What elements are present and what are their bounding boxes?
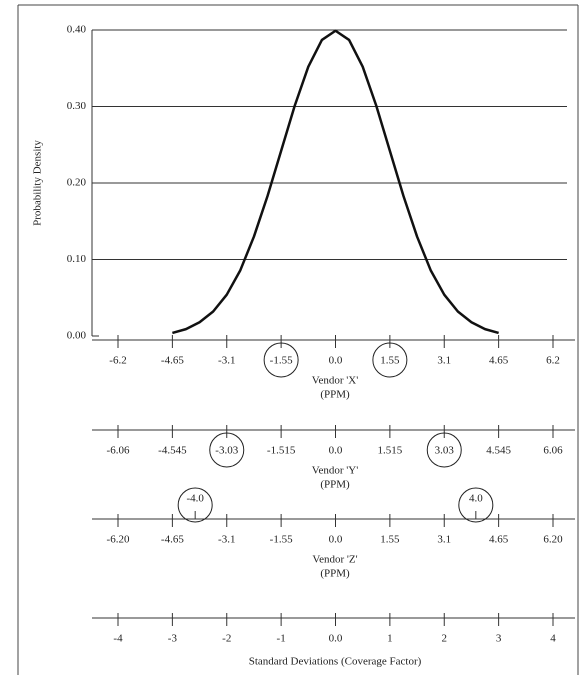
tick-highlight [426,432,462,468]
y-axis-title: Probability Density [32,140,44,226]
tick-highlight [209,432,245,468]
x-tick-label: -4 [113,633,123,645]
x-tick-label: 4 [550,633,556,645]
x-tick-label: -6.06 [107,445,130,457]
tick-highlight [372,342,408,378]
annotation-circle [177,487,213,523]
annotation-circle [458,487,494,523]
x-tick-label: 3 [496,633,502,645]
x-tick-label: -1.55 [270,355,293,367]
x-tick-label: 4.65 [489,534,509,546]
x-tick-label: 6.2 [546,355,560,367]
x-tick-label: -3 [168,633,178,645]
x-tick-label: 4.545 [486,445,511,457]
x-tick-label: 1 [387,633,393,645]
x-tick-label: 0.0 [329,534,343,546]
x-tick-label: 2 [442,633,448,645]
y-tick-label: 0.30 [67,100,87,112]
x-tick-label: -3.1 [218,355,235,367]
x-tick-label: -6.2 [109,355,126,367]
x-tick-label: 3.1 [437,355,451,367]
x-axis-unit: (PPM) [320,479,350,491]
x-axis-title: Vendor 'Z' [312,554,357,566]
x-tick-label: 1.55 [380,355,400,367]
x-tick-label: -1 [277,633,286,645]
x-tick-label: 6.06 [543,445,563,457]
x-tick-label: -3.03 [215,445,238,457]
y-tick-label: 0.20 [67,177,87,189]
x-axis-title: Vendor 'Y' [312,465,358,477]
y-tick-label: 0.00 [67,330,87,342]
y-tick-label: 0.10 [67,253,87,265]
x-tick-label: 1.55 [380,534,400,546]
x-tick-label: -4.65 [161,534,184,546]
x-axis-unit: (PPM) [320,389,350,401]
x-tick-label: -6.20 [107,534,130,546]
x-tick-label: -2 [222,633,231,645]
tick-highlight [263,342,299,378]
annotation-label: -4.0 [186,493,204,505]
x-axis-title: Standard Deviations (Coverage Factor) [249,656,422,668]
x-axis-title: Vendor 'X' [312,375,358,387]
x-tick-label: 4.65 [489,355,509,367]
x-tick-label: -4.65 [161,355,184,367]
x-tick-label: 0.0 [329,633,343,645]
annotation-label: 4.0 [469,493,483,505]
x-tick-label: -1.55 [270,534,293,546]
x-tick-label: -3.1 [218,534,235,546]
x-tick-label: 6.20 [543,534,563,546]
x-tick-label: 3.1 [437,534,451,546]
x-tick-label: 0.0 [329,445,343,457]
density-curve [172,29,499,335]
x-tick-label: 1.515 [378,445,403,457]
x-tick-label: 3.03 [435,445,455,457]
x-tick-label: 0.0 [329,355,343,367]
x-tick-label: -1.515 [267,445,296,457]
x-tick-label: -4.545 [158,445,187,457]
y-tick-label: 0.40 [67,24,87,36]
x-axis-unit: (PPM) [320,568,350,580]
